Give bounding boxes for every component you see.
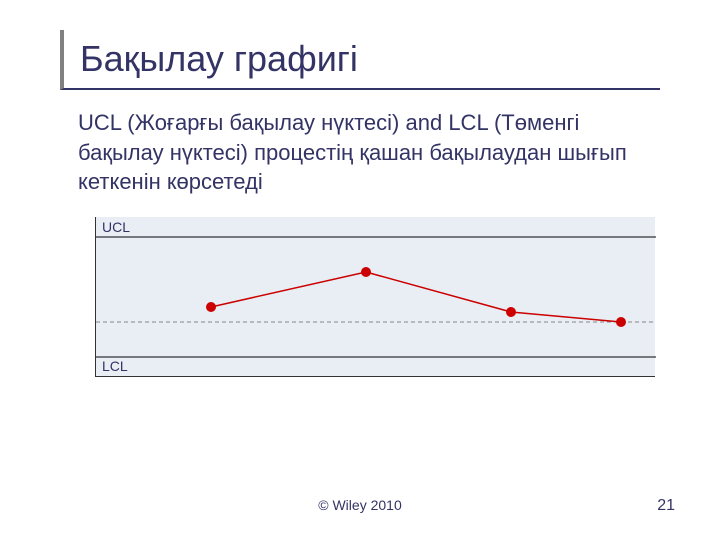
body-paragraph: UCL (Жоғарғы бақылау нүктесі) and LCL (Т… (78, 108, 660, 197)
footer: © Wiley 2010 (0, 497, 720, 515)
chart-area: UCL LCL (95, 217, 655, 377)
title-block: Бақылау графигі (60, 30, 660, 90)
page-number: 21 (657, 497, 675, 515)
control-chart: UCL LCL (95, 217, 655, 377)
chart-svg (96, 217, 656, 377)
copyright-text: © Wiley 2010 (318, 497, 401, 513)
page-title: Бақылау графигі (80, 38, 660, 80)
